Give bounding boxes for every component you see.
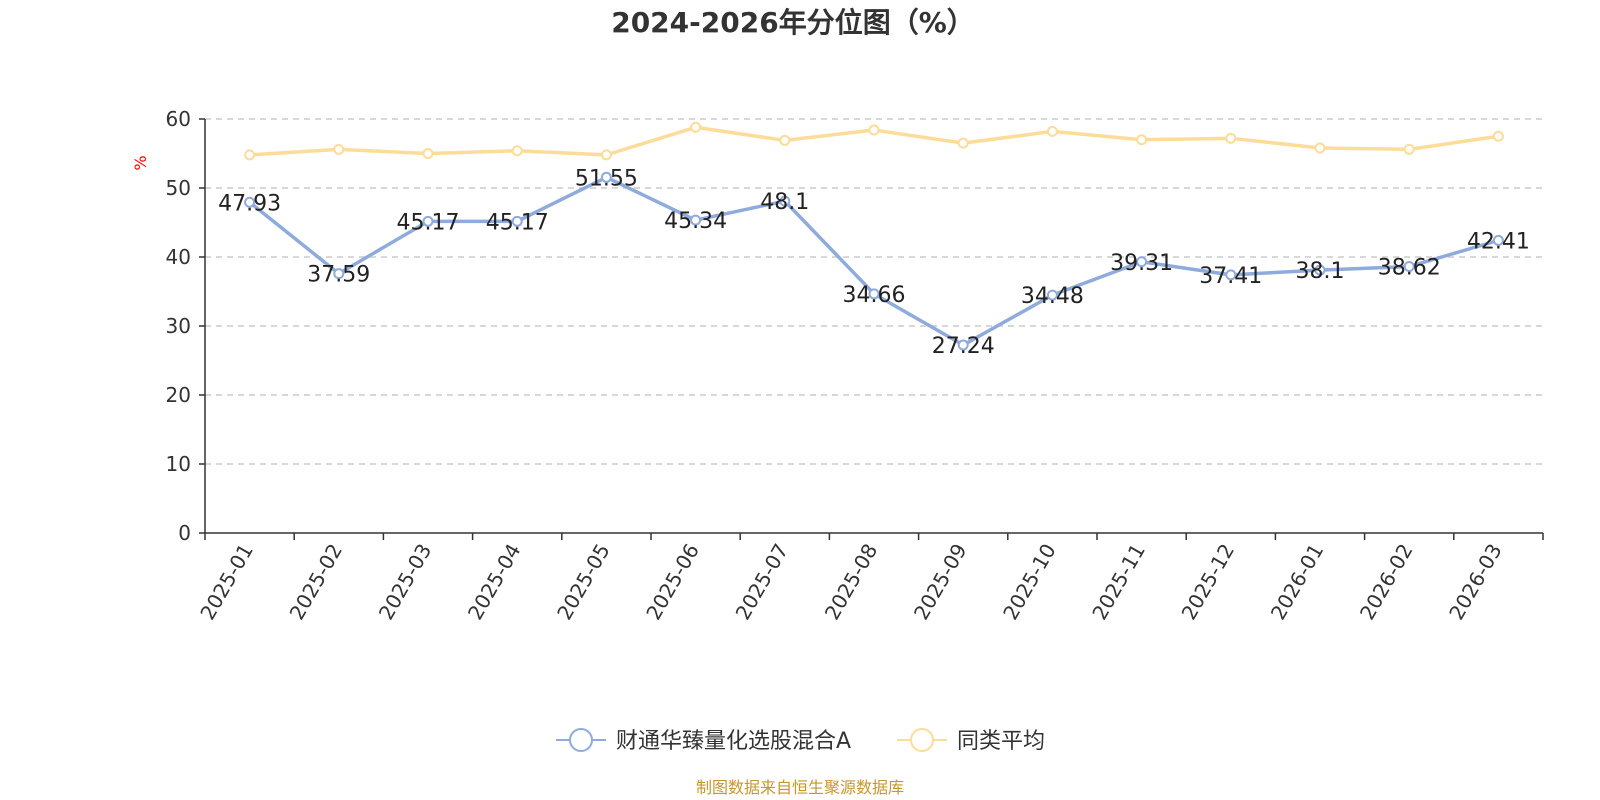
data-point[interactable]	[957, 137, 969, 149]
legend-marker	[910, 728, 934, 752]
legend[interactable]: 财通华臻量化选股混合A 同类平均	[556, 728, 1045, 754]
y-tick-label: 60	[166, 107, 191, 131]
data-point[interactable]	[1225, 269, 1237, 281]
legend-item[interactable]: 财通华臻量化选股混合A	[556, 728, 851, 754]
x-tick-label: 2025-07	[731, 540, 794, 624]
data-point[interactable]	[1492, 130, 1504, 142]
x-tick-label: 2025-05	[552, 540, 615, 624]
x-tick-label: 2025-03	[374, 540, 437, 624]
data-labels: 47.93 37.59 45.17 45.17 51.55 45.34 48.1 34.66 2…	[218, 166, 1530, 359]
data-point[interactable]	[690, 121, 702, 133]
data-label: 48.1	[760, 190, 809, 215]
data-label: 51.55	[575, 166, 638, 191]
data-label: 27.24	[932, 334, 995, 359]
data-label: 42.41	[1467, 229, 1530, 254]
data-label: 45.17	[397, 210, 460, 235]
y-tick-label: 20	[166, 383, 191, 407]
data-label: 45.34	[664, 209, 727, 234]
data-point[interactable]	[511, 145, 523, 157]
data-point[interactable]	[1046, 289, 1058, 301]
y-tick-label: 50	[166, 176, 191, 200]
grid-lines	[205, 118, 1543, 465]
data-point[interactable]	[333, 143, 345, 155]
data-point[interactable]	[600, 149, 612, 161]
data-point[interactable]	[1314, 142, 1326, 154]
data-point[interactable]	[1403, 261, 1415, 273]
data-point[interactable]	[244, 196, 256, 208]
x-tick-label: 2026-02	[1355, 540, 1418, 624]
data-label: 37.41	[1199, 264, 1262, 289]
data-label: 34.48	[1021, 284, 1084, 309]
data-point[interactable]	[1136, 134, 1148, 146]
x-tick-label: 2025-10	[998, 540, 1061, 624]
x-tick-label: 2025-12	[1177, 540, 1240, 624]
x-tick-label: 2026-03	[1444, 540, 1507, 624]
y-tick-label: 40	[166, 245, 191, 269]
data-label: 37.59	[307, 263, 370, 288]
x-tick-label: 2025-06	[641, 540, 704, 624]
data-point[interactable]	[511, 215, 523, 227]
y-tick-label: 30	[166, 314, 191, 338]
legend-marker	[569, 728, 593, 752]
data-point[interactable]	[422, 148, 434, 159]
y-tick-label: 0	[178, 521, 191, 545]
data-point[interactable]	[690, 214, 702, 226]
y-axis-unit-label: %	[131, 155, 150, 170]
data-label: 39.31	[1110, 251, 1173, 276]
data-point[interactable]	[1314, 264, 1326, 276]
x-tick-label: 2025-11	[1087, 540, 1150, 624]
data-label: 34.66	[843, 283, 906, 308]
data-point[interactable]	[1136, 256, 1148, 268]
data-label: 47.93	[218, 191, 281, 216]
data-source-note: 制图数据来自恒生聚源数据库	[696, 778, 904, 797]
x-tick-label: 2026-01	[1266, 540, 1329, 624]
data-point[interactable]	[1403, 143, 1415, 155]
x-tick-label: 2025-04	[463, 540, 526, 624]
legend-item[interactable]: 同类平均	[897, 728, 1045, 754]
data-point[interactable]	[779, 195, 791, 207]
data-point[interactable]	[779, 134, 791, 146]
data-label: 45.17	[486, 210, 549, 235]
x-tick-label: 2025-01	[195, 540, 258, 624]
axes: 0 10 20 30 40 50 60 2025-01 2025-02 2025-03 2025-0…	[166, 107, 1544, 624]
data-point[interactable]	[333, 268, 345, 280]
data-point[interactable]	[244, 149, 256, 161]
data-point[interactable]	[868, 124, 880, 136]
data-point[interactable]	[422, 215, 434, 227]
data-point[interactable]	[957, 339, 969, 351]
x-tick-label: 2025-02	[285, 540, 348, 624]
x-tick-label: 2025-09	[909, 540, 972, 624]
data-point[interactable]	[868, 288, 880, 300]
data-point[interactable]	[1046, 125, 1058, 137]
chart-title: 2024-2026年分位图（%）	[611, 6, 975, 39]
y-tick-label: 10	[166, 452, 191, 476]
data-point[interactable]	[600, 171, 612, 183]
data-point[interactable]	[1225, 132, 1237, 144]
x-tick-label: 2025-08	[820, 540, 883, 624]
data-label: 38.1	[1296, 259, 1345, 284]
series-lines	[244, 121, 1504, 351]
legend-label: 财通华臻量化选股混合A	[616, 729, 851, 754]
legend-label: 同类平均	[957, 729, 1045, 754]
data-label: 38.62	[1378, 256, 1441, 281]
data-point[interactable]	[1492, 234, 1504, 246]
